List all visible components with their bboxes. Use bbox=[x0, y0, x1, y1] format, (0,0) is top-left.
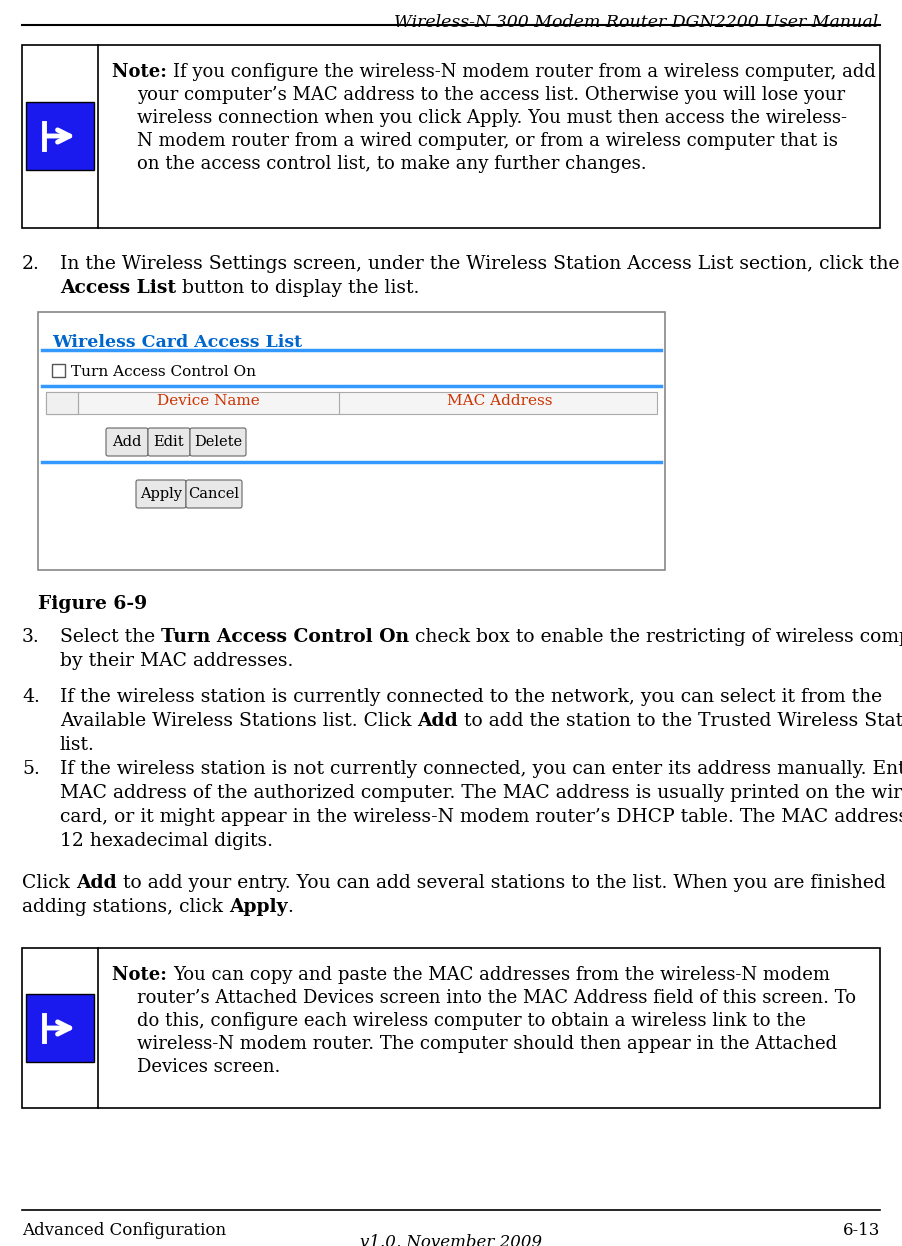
Bar bbox=[22, 948, 879, 1108]
Text: Available Wireless Stations list. Click: Available Wireless Stations list. Click bbox=[60, 711, 417, 730]
Text: wireless-N modem router. The computer should then appear in the Attached: wireless-N modem router. The computer sh… bbox=[137, 1035, 836, 1053]
Text: 5.: 5. bbox=[22, 760, 40, 778]
Text: button to display the list.: button to display the list. bbox=[176, 279, 419, 297]
Text: 12 hexadecimal digits.: 12 hexadecimal digits. bbox=[60, 832, 272, 850]
Text: Note:: Note: bbox=[112, 966, 173, 984]
FancyBboxPatch shape bbox=[106, 427, 148, 456]
FancyBboxPatch shape bbox=[189, 427, 245, 456]
Text: router’s Attached Devices screen into the MAC Address field of this screen. To: router’s Attached Devices screen into th… bbox=[137, 989, 855, 1007]
Text: Apply: Apply bbox=[140, 487, 182, 501]
FancyBboxPatch shape bbox=[186, 480, 242, 508]
Text: If the wireless station is currently connected to the network, you can select it: If the wireless station is currently con… bbox=[60, 688, 881, 706]
Text: .: . bbox=[288, 898, 293, 916]
Text: 2.: 2. bbox=[22, 255, 40, 273]
Text: If the wireless station is not currently connected, you can enter its address ma: If the wireless station is not currently… bbox=[60, 760, 902, 778]
Bar bbox=[46, 392, 78, 414]
Bar bbox=[22, 45, 879, 228]
Text: Add: Add bbox=[417, 711, 457, 730]
Text: N modem router from a wired computer, or from a wireless computer that is: N modem router from a wired computer, or… bbox=[137, 132, 837, 150]
Text: Edit: Edit bbox=[153, 435, 184, 449]
Text: MAC Address: MAC Address bbox=[446, 394, 552, 407]
Text: do this, configure each wireless computer to obtain a wireless link to the: do this, configure each wireless compute… bbox=[137, 1012, 805, 1030]
Text: wireless connection when you click Apply. You must then access the wireless-: wireless connection when you click Apply… bbox=[137, 108, 846, 127]
Text: to add the station to the Trusted Wireless Stations: to add the station to the Trusted Wirele… bbox=[457, 711, 902, 730]
Text: Device Name: Device Name bbox=[157, 394, 260, 407]
Text: Click: Click bbox=[22, 873, 76, 892]
Text: Select the: Select the bbox=[60, 628, 161, 645]
Bar bbox=[26, 102, 94, 169]
Text: 4.: 4. bbox=[22, 688, 40, 706]
Text: Turn Access Control On: Turn Access Control On bbox=[161, 628, 409, 645]
Text: Apply: Apply bbox=[229, 898, 288, 916]
Bar bbox=[38, 312, 664, 569]
FancyBboxPatch shape bbox=[136, 480, 186, 508]
Text: your computer’s MAC address to the access list. Otherwise you will lose your: your computer’s MAC address to the acces… bbox=[137, 86, 844, 103]
Text: list.: list. bbox=[60, 736, 95, 754]
Text: You can copy and paste the MAC addresses from the wireless-N modem: You can copy and paste the MAC addresses… bbox=[173, 966, 829, 984]
Text: Turn Access Control On: Turn Access Control On bbox=[71, 365, 255, 379]
Text: v1.0, November 2009: v1.0, November 2009 bbox=[360, 1234, 541, 1246]
Text: 6-13: 6-13 bbox=[842, 1222, 879, 1239]
Bar bbox=[46, 392, 657, 414]
Text: Cancel: Cancel bbox=[189, 487, 239, 501]
Text: If you configure the wireless-N modem router from a wireless computer, add: If you configure the wireless-N modem ro… bbox=[173, 64, 875, 81]
Text: Add: Add bbox=[76, 873, 116, 892]
Text: Access List: Access List bbox=[60, 279, 176, 297]
Bar bbox=[26, 994, 94, 1062]
Text: check box to enable the restricting of wireless computers: check box to enable the restricting of w… bbox=[409, 628, 902, 645]
Text: Figure 6-9: Figure 6-9 bbox=[38, 596, 147, 613]
Text: Add: Add bbox=[112, 435, 142, 449]
Text: In the Wireless Settings screen, under the Wireless Station Access List section,: In the Wireless Settings screen, under t… bbox=[60, 255, 902, 273]
FancyBboxPatch shape bbox=[148, 427, 189, 456]
Bar bbox=[52, 364, 65, 378]
Text: 3.: 3. bbox=[22, 628, 40, 645]
Text: Advanced Configuration: Advanced Configuration bbox=[22, 1222, 226, 1239]
Text: Note:: Note: bbox=[112, 64, 173, 81]
Text: by their MAC addresses.: by their MAC addresses. bbox=[60, 652, 293, 670]
Text: MAC address of the authorized computer. The MAC address is usually printed on th: MAC address of the authorized computer. … bbox=[60, 784, 902, 802]
Text: Delete: Delete bbox=[194, 435, 242, 449]
Text: Devices screen.: Devices screen. bbox=[137, 1058, 280, 1077]
Text: to add your entry. You can add several stations to the list. When you are finish: to add your entry. You can add several s… bbox=[116, 873, 884, 892]
Text: on the access control list, to make any further changes.: on the access control list, to make any … bbox=[137, 155, 646, 173]
Text: card, or it might appear in the wireless-N modem router’s DHCP table. The MAC ad: card, or it might appear in the wireless… bbox=[60, 807, 902, 826]
Text: adding stations, click: adding stations, click bbox=[22, 898, 229, 916]
Text: Wireless Card Access List: Wireless Card Access List bbox=[52, 334, 302, 351]
Text: Wireless-N 300 Modem Router DGN2200 User Manual: Wireless-N 300 Modem Router DGN2200 User… bbox=[393, 14, 877, 31]
